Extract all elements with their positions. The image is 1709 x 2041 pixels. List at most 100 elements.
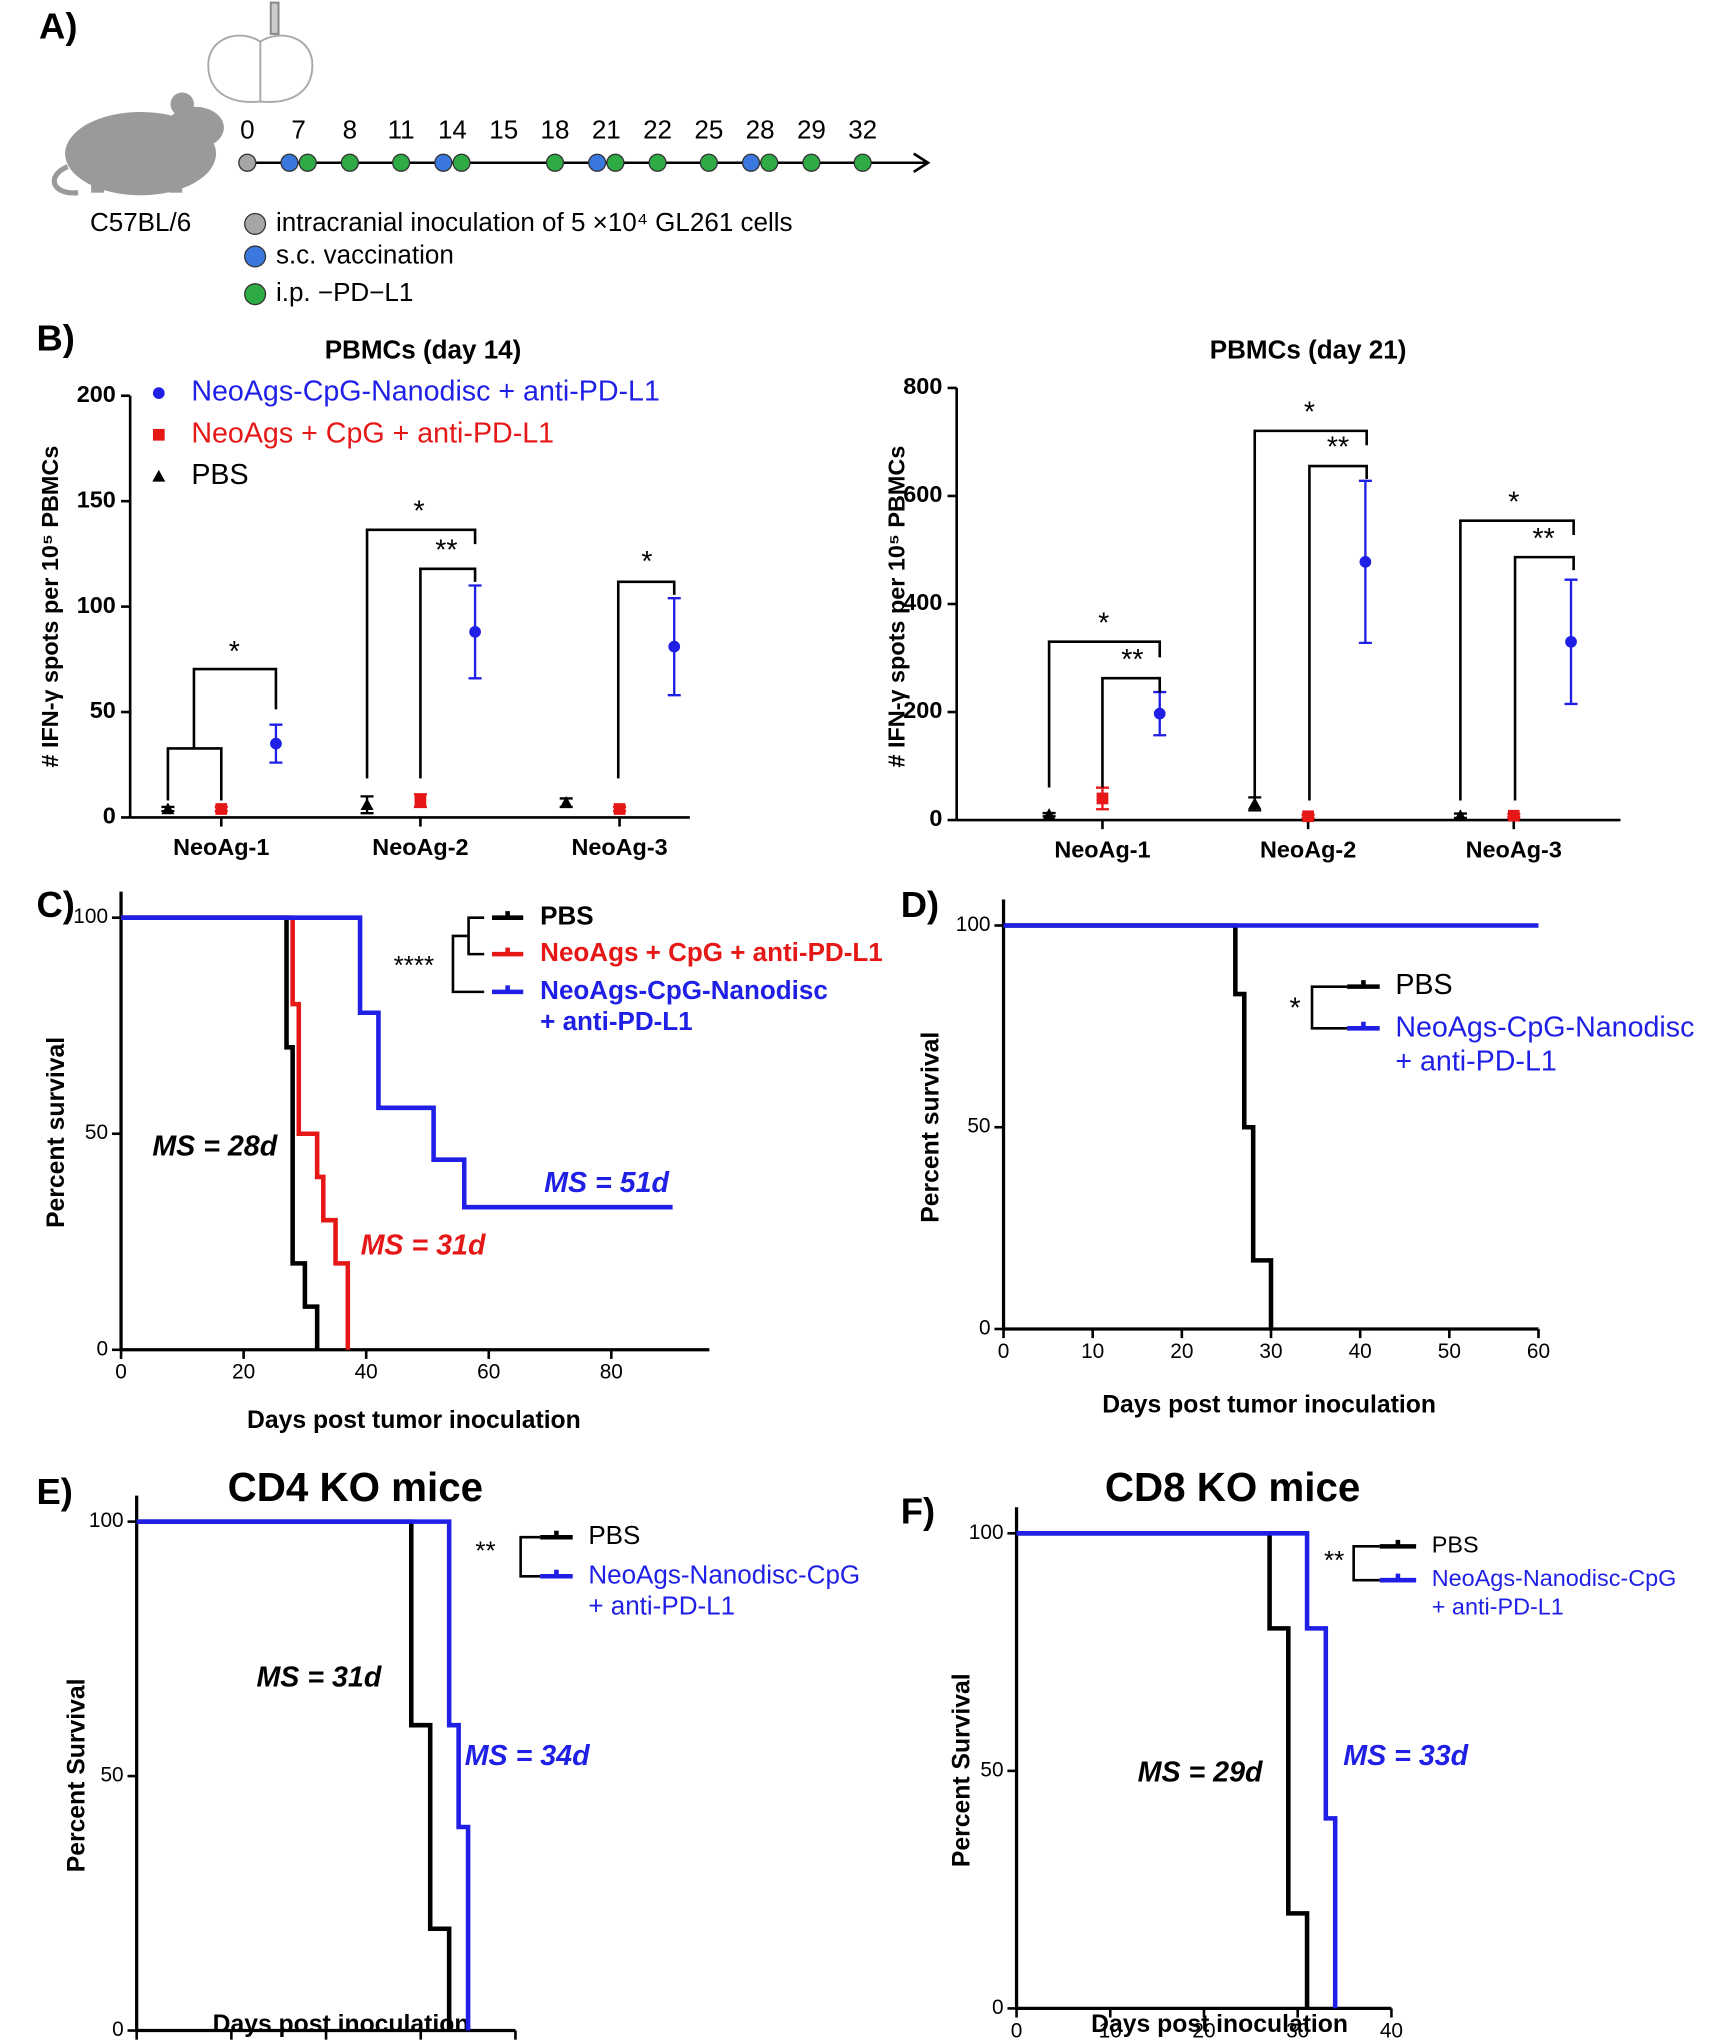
panel-label: F) (901, 1490, 935, 1531)
annotation: MS = 29d (1138, 1757, 1263, 1789)
x-tick-label: 30 (1259, 1340, 1282, 1363)
legend-line (1379, 1539, 1417, 1549)
day-label: 29 (797, 114, 826, 144)
x-tick-label: NeoAg-3 (1466, 836, 1562, 862)
legend-dot (244, 283, 267, 306)
y-tick-label: 200 (903, 697, 942, 723)
legend-label: PBS (1432, 1532, 1479, 1558)
x-tick-label: NeoAg-3 (571, 834, 667, 860)
marker (414, 794, 427, 807)
significance-bracket (1352, 1545, 1380, 1582)
y-tick-label: 100 (73, 905, 108, 928)
x-tick-label: NeoAg-1 (1054, 836, 1150, 862)
significance-label: * (1098, 607, 1109, 639)
y-tick-label: 0 (979, 1316, 991, 1339)
y-tick-label: 0 (929, 805, 942, 831)
x-tick-label: 0 (115, 1361, 127, 1384)
y-tick-label: 200 (77, 381, 116, 407)
marker (1248, 797, 1262, 810)
legend-label: NeoAgs-CpG-Nanodisc + anti-PD-L1 (540, 975, 828, 1036)
y-tick-label: 400 (903, 589, 942, 615)
timeline-dot (588, 153, 607, 172)
legend-label: PBS (540, 901, 594, 931)
significance-bracket (616, 580, 676, 779)
panel-label: E) (36, 1471, 72, 1512)
legend-label: NeoAgs-CpG-Nanodisc + anti-PD-L1 (1395, 1011, 1694, 1077)
y-axis-title: Percent survival (43, 1037, 70, 1228)
significance-label: * (1508, 486, 1519, 518)
significance-bracket (1459, 519, 1575, 801)
day-label: 0 (240, 114, 254, 144)
x-tick-label: NeoAg-2 (1260, 836, 1356, 862)
y-tick-label: 100 (969, 1521, 1004, 1544)
legend-label: PBS (191, 459, 248, 491)
marker (161, 802, 175, 815)
legend-marker (152, 428, 165, 441)
significance-bracket (1047, 640, 1162, 788)
timeline-dot (853, 153, 872, 172)
x-tick-label: 10 (1081, 1340, 1104, 1363)
marker (1096, 792, 1109, 805)
marker (215, 803, 228, 815)
y-axis-title: Percent survival (917, 1032, 944, 1223)
chart-title: CD8 KO mice (1105, 1464, 1361, 1510)
legend-label: PBS (1395, 969, 1452, 1001)
marker (360, 798, 374, 811)
significance-label: * (1304, 397, 1315, 429)
legend-label: i.p. −PD−L1 (276, 277, 413, 307)
y-tick-label: 100 (77, 592, 116, 618)
marker (1565, 635, 1577, 648)
x-tick-label: NeoAg-2 (372, 834, 468, 860)
marker (1042, 808, 1056, 820)
legend-line (540, 1569, 573, 1579)
legend-line (492, 985, 524, 995)
marker (668, 640, 681, 653)
x-tick-label: 50 (1438, 1340, 1461, 1363)
panel-label: C) (36, 884, 74, 925)
timeline-dot (280, 153, 299, 172)
x-axis-title: Days post tumor inoculation (1102, 1391, 1436, 1418)
y-tick-label: 50 (100, 1764, 123, 1787)
significance-label: * (414, 495, 425, 527)
significance-bracket (451, 916, 485, 994)
timeline-dot (741, 153, 761, 172)
survival-curve (121, 915, 673, 1210)
legend-line (492, 947, 524, 957)
annotation: MS = 34d (465, 1740, 590, 1772)
survival-curve (1016, 1531, 1338, 2009)
marker (469, 626, 481, 638)
survival-curve (121, 915, 320, 1350)
y-axis-title: Percent Survival (949, 1673, 976, 1867)
brain-illustration (207, 1, 314, 103)
x-tick-label: 60 (1527, 1340, 1550, 1363)
legend-dot (244, 212, 267, 235)
day-label: 8 (343, 114, 357, 144)
significance-bracket (365, 528, 477, 779)
y-axis-title: # IFN-γ spots per 10⁵ PBMCs (37, 446, 63, 768)
timeline-dot (606, 153, 625, 172)
timeline-dot (298, 153, 317, 172)
y-tick-label: 0 (96, 1337, 108, 1360)
significance-label: ** (1121, 644, 1143, 676)
x-tick-label: 80 (600, 1361, 623, 1384)
y-tick-label: 0 (103, 803, 116, 829)
y-tick-label: 50 (980, 1758, 1003, 1781)
legend-line (1347, 980, 1380, 989)
significance-bracket (192, 667, 278, 749)
marker (1153, 707, 1166, 720)
panel-label: D) (901, 884, 939, 925)
y-axis-title: Percent Survival (64, 1679, 91, 1873)
marker (1302, 810, 1314, 823)
legend-line (1347, 1021, 1380, 1031)
significance-label: ** (435, 534, 457, 566)
x-tick-label: 40 (1380, 2019, 1403, 2041)
significance-label: * (641, 546, 652, 578)
y-tick-label: 50 (967, 1115, 990, 1138)
significance-bracket (1101, 676, 1162, 788)
marker (613, 803, 626, 815)
timeline-dot (392, 153, 411, 172)
significance-bracket (519, 1535, 541, 1578)
significance-bracket (1253, 429, 1368, 801)
x-tick-label: NeoAg-1 (173, 834, 269, 860)
